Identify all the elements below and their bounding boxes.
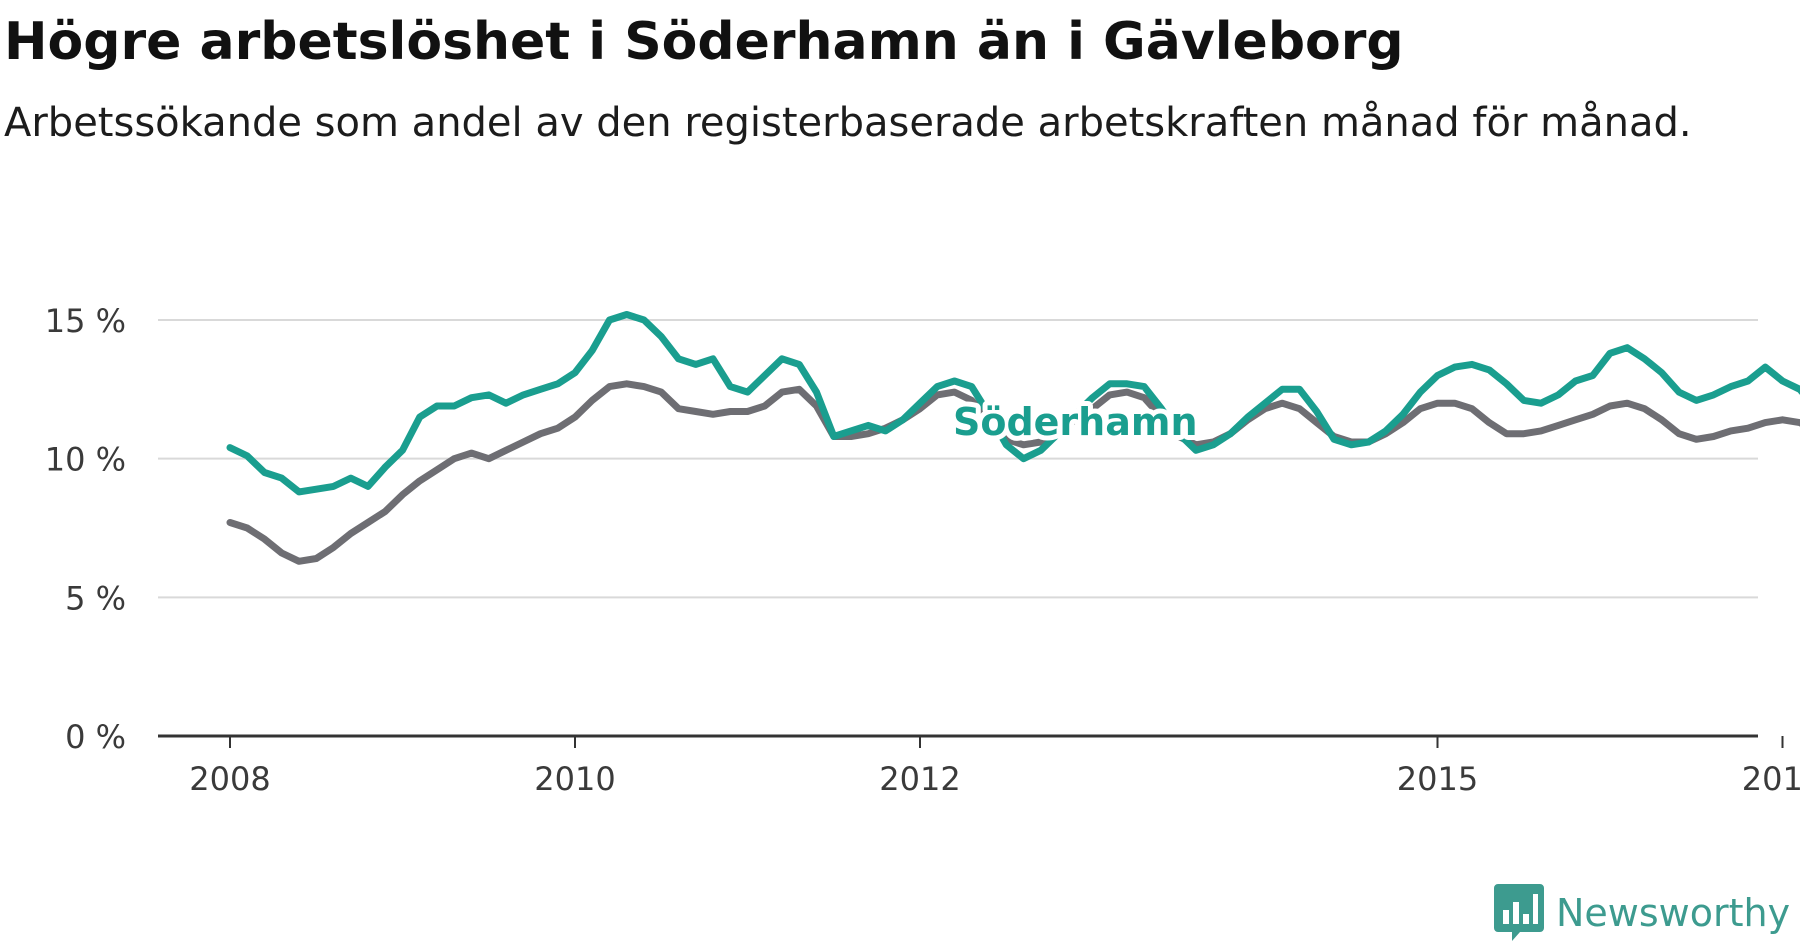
- chart-title: Högre arbetslöshet i Söderhamn än i Gävl…: [4, 12, 1404, 72]
- y-tick-label: 10 %: [45, 441, 126, 479]
- y-tick-label: 0 %: [65, 718, 126, 756]
- series-name-label-soderhamn: Söderhamn: [953, 400, 1198, 444]
- series-line-soderhamn: [226, 311, 1800, 496]
- brand-logo: Newsworthy: [1494, 884, 1790, 942]
- x-tick-label: 2008: [189, 760, 270, 798]
- newsworthy-chart-bubble-icon: [1494, 884, 1544, 941]
- x-tick-label: 2017: [1742, 760, 1800, 798]
- chart-subtitle: Arbetssökande som andel av den registerb…: [4, 100, 1692, 146]
- x-tick-label: 2012: [879, 760, 960, 798]
- series-line-gavleborg: [226, 380, 1800, 565]
- x-tick-label: 2010: [534, 760, 615, 798]
- x-tick-label: 2015: [1397, 760, 1478, 798]
- y-tick-label: 15 %: [45, 302, 126, 340]
- brand-name: Newsworthy: [1556, 891, 1791, 935]
- y-tick-label: 5 %: [65, 579, 126, 617]
